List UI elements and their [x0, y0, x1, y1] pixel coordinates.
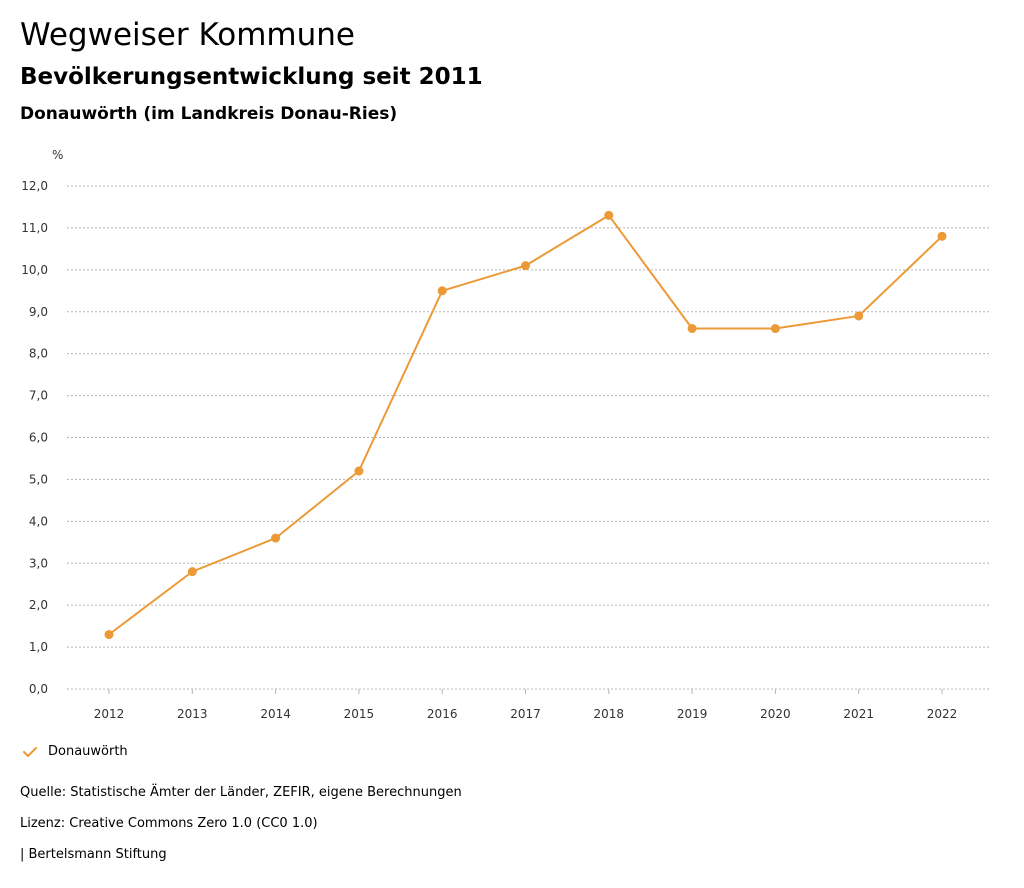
y-tick-label: 11,0 — [21, 221, 48, 235]
series-line — [108, 214, 943, 636]
region-label: Donauwörth (im Landkreis Donau-Ries) — [20, 104, 398, 124]
x-tick-label: 2014 — [260, 707, 291, 721]
line-chart: % 0,0 1,0 2,0 3,0 4,0 5,0 6,0 7,0 8,0 9,0 10,0 11,0… — [21, 148, 990, 721]
page-title: Wegweiser Kommune — [20, 17, 355, 53]
x-tick-label: 2018 — [594, 707, 625, 721]
x-tick-label: 2017 — [510, 707, 541, 721]
x-tick-label: 2020 — [760, 707, 791, 721]
y-tick-label: 8,0 — [29, 347, 48, 361]
chart-subtitle: Bevölkerungsentwicklung seit 2011 — [20, 64, 483, 90]
y-tick-label: 4,0 — [29, 514, 48, 528]
y-tick-label: 7,0 — [29, 389, 48, 403]
legend[interactable]: Donauwörth — [22, 744, 128, 759]
x-tick-label: 2019 — [677, 707, 708, 721]
data-point[interactable] — [187, 567, 197, 577]
y-tick-label: 10,0 — [21, 263, 48, 277]
series-donauwoerth — [104, 210, 947, 640]
data-point[interactable] — [604, 210, 614, 220]
y-tick-label: 12,0 — [21, 179, 48, 193]
x-tick-label: 2016 — [427, 707, 458, 721]
check-icon — [23, 746, 37, 757]
data-point[interactable] — [770, 324, 780, 334]
data-point[interactable] — [271, 533, 281, 543]
x-tick-label: 2021 — [843, 707, 874, 721]
y-tick-label: 6,0 — [29, 431, 48, 445]
y-tick-label: 2,0 — [29, 598, 48, 612]
source-note: Quelle: Statistische Ämter der Länder, Z… — [20, 785, 462, 800]
x-tick-label: 2015 — [344, 707, 375, 721]
y-axis-ticks: 0,0 1,0 2,0 3,0 4,0 5,0 6,0 7,0 8,0 9,0 10,0 11,0 12… — [21, 179, 48, 696]
data-point[interactable] — [521, 261, 530, 271]
y-axis-unit-label: % — [52, 148, 63, 162]
y-tick-label: 1,0 — [29, 640, 48, 654]
y-tick-label: 0,0 — [29, 682, 48, 696]
data-point[interactable] — [104, 630, 114, 640]
brand-note: | Bertelsmann Stiftung — [20, 847, 167, 862]
license-note: Lizenz: Creative Commons Zero 1.0 (CC0 1… — [20, 816, 318, 831]
y-tick-label: 3,0 — [29, 556, 48, 570]
data-point[interactable] — [854, 311, 864, 321]
y-tick-label: 5,0 — [29, 472, 48, 486]
grid-lines — [67, 185, 990, 690]
x-tick-label: 2013 — [177, 707, 208, 721]
x-tick-label: 2022 — [927, 707, 958, 721]
x-tick-label: 2012 — [94, 707, 125, 721]
data-point[interactable] — [687, 324, 697, 334]
y-tick-label: 9,0 — [29, 305, 48, 319]
data-point[interactable] — [937, 231, 947, 241]
data-point[interactable] — [354, 466, 364, 476]
data-point[interactable] — [437, 286, 447, 296]
x-axis-ticks: 2012 2013 2014 2015 2016 2017 2018 2019 2020 2021… — [94, 689, 958, 721]
legend-label-donauwoerth: Donauwörth — [48, 744, 128, 759]
